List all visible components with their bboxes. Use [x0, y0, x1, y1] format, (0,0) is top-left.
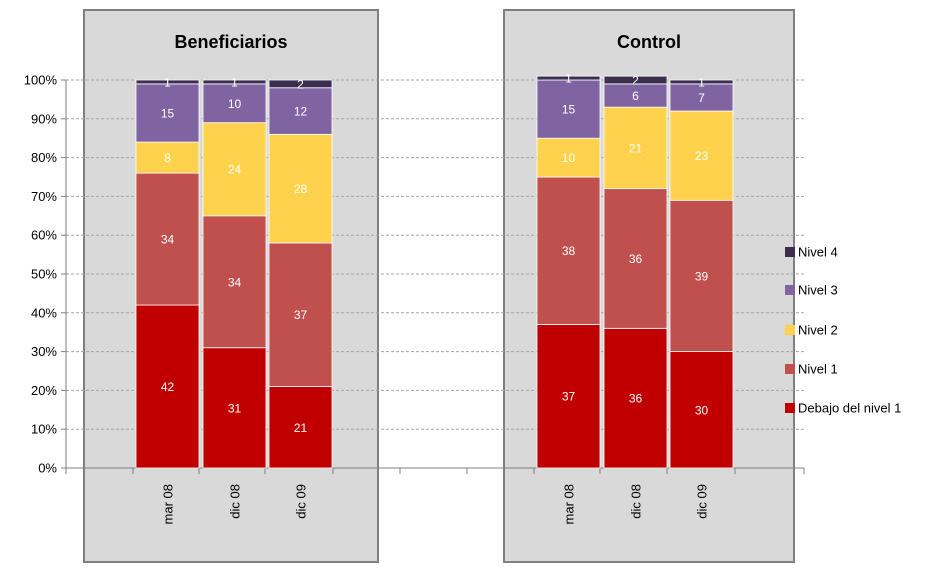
bar-segment [603, 106, 668, 190]
bar-segment [603, 327, 668, 469]
data-label: 37 [294, 308, 308, 322]
data-label: 1 [698, 75, 705, 89]
bar-segment [202, 83, 267, 124]
y-tick-label: 60% [31, 228, 57, 243]
bar-segment [202, 347, 267, 469]
data-label: 10 [562, 151, 576, 165]
bar-segment [536, 176, 601, 325]
bar-segment [202, 122, 267, 217]
bars: 4234815131342410121372812237381015136362… [135, 72, 734, 469]
legend: Nivel 4 Nivel 3 Nivel 2 Nivel 1 Debajo del n… [785, 245, 901, 416]
bar-segment [536, 324, 601, 469]
y-tick-label: 40% [31, 305, 57, 320]
legend-label: Nivel 2 [798, 323, 838, 338]
data-label: 31 [228, 401, 242, 415]
bar-segment [669, 83, 734, 112]
category-label: dic 09 [695, 484, 710, 519]
bar-segment [603, 75, 668, 85]
category-labels: mar 08 dic 08 dic 09 mar 08 dic 08 dic 09 [161, 484, 710, 524]
data-label: 2 [632, 74, 639, 88]
data-label: 30 [695, 403, 709, 417]
data-label: 36 [629, 252, 643, 266]
data-label: 2 [297, 77, 304, 91]
category-label: dic 08 [629, 484, 644, 519]
bar-segment [268, 87, 333, 135]
legend-label: Nivel 1 [798, 362, 838, 377]
data-label: 24 [228, 163, 242, 177]
bar-segment [268, 79, 333, 89]
data-label: 39 [695, 269, 709, 283]
y-tick-label: 20% [31, 383, 57, 398]
legend-label: Nivel 3 [798, 283, 838, 298]
data-label: 42 [161, 380, 175, 394]
group-title-1: Control [617, 32, 681, 52]
bar-segment [603, 188, 668, 329]
data-label: 34 [228, 275, 242, 289]
bar-segment [135, 304, 200, 469]
bar-segment [669, 79, 734, 85]
data-label: 38 [562, 244, 576, 258]
bar-segment [135, 83, 200, 143]
data-label: 12 [294, 105, 308, 119]
data-label: 37 [562, 390, 576, 404]
legend-swatch [785, 403, 795, 413]
category-label: dic 08 [228, 484, 243, 519]
bar-segment [536, 79, 601, 139]
y-tick-label: 50% [31, 267, 57, 282]
legend-label: Nivel 4 [798, 245, 838, 260]
bar-segment [536, 75, 601, 81]
bar-segment [135, 79, 200, 85]
data-label: 15 [161, 106, 175, 120]
data-label: 21 [629, 141, 643, 155]
y-tick-label: 10% [31, 422, 57, 437]
category-label: mar 08 [562, 484, 577, 524]
data-label: 15 [562, 103, 576, 117]
y-tick-label: 100% [24, 73, 58, 88]
y-tick-label: 90% [31, 111, 57, 126]
category-label: mar 08 [161, 484, 176, 524]
legend-swatch [785, 325, 795, 335]
data-label: 36 [629, 392, 643, 406]
y-axis: 0% 10% 20% 30% 40% 50% 60% 70% 80% 90% 100% [24, 73, 805, 476]
legend-swatch [785, 364, 795, 374]
data-label: 1 [164, 75, 171, 89]
legend-swatch [785, 285, 795, 295]
data-label: 34 [161, 233, 175, 247]
y-tick-label: 30% [31, 344, 57, 359]
data-label: 21 [294, 421, 308, 435]
data-label: 28 [294, 182, 308, 196]
bar-segment [669, 110, 734, 201]
data-label: 1 [565, 72, 572, 86]
group-title-0: Beneficiarios [174, 32, 287, 52]
y-tick-label: 70% [31, 189, 57, 204]
data-label: 6 [632, 89, 639, 103]
y-tick-label: 80% [31, 150, 57, 165]
bar-segment [669, 351, 734, 469]
y-tick-label: 0% [38, 461, 57, 476]
data-label: 7 [698, 91, 705, 105]
legend-swatch [785, 247, 795, 257]
data-label: 23 [695, 149, 709, 163]
bar-segment [268, 386, 333, 469]
bar-segment [669, 199, 734, 353]
legend-label: Debajo del nivel 1 [798, 401, 901, 416]
data-label: 8 [164, 151, 171, 165]
bar-segment [268, 242, 333, 387]
category-label: dic 09 [294, 484, 309, 519]
data-label: 1 [231, 75, 238, 89]
bar-segment [202, 215, 267, 349]
bar-segment [268, 133, 333, 244]
bar-segment [202, 79, 267, 85]
data-label: 10 [228, 97, 242, 111]
